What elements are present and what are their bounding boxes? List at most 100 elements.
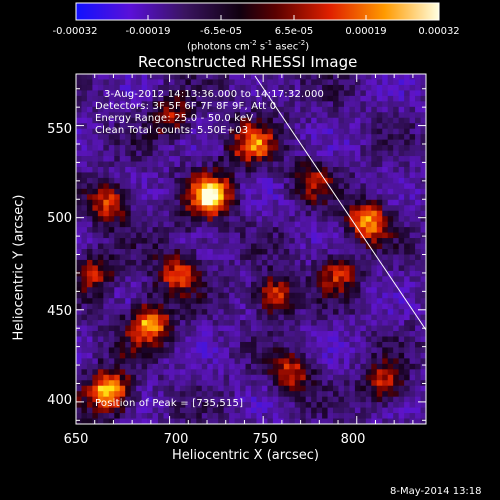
- heatmap-cell: [185, 150, 192, 157]
- heatmap-cell: [81, 265, 88, 272]
- heatmap-cell: [272, 363, 279, 370]
- heatmap-cell: [415, 276, 421, 283]
- heatmap-cell: [196, 210, 203, 217]
- heatmap-cell: [207, 139, 214, 146]
- heatmap-cell: [311, 134, 318, 141]
- heatmap-cell: [327, 292, 334, 299]
- heatmap-cell: [409, 325, 416, 332]
- heatmap-cell: [218, 210, 225, 217]
- heatmap-cell: [382, 183, 389, 190]
- heatmap-cell: [305, 287, 312, 294]
- heatmap-cell: [229, 347, 235, 354]
- heatmap-cell: [343, 156, 350, 162]
- heatmap-cell: [311, 106, 318, 113]
- heatmap-cell: [190, 276, 197, 283]
- heatmap-cell: [92, 352, 99, 359]
- heatmap-cell: [338, 205, 345, 212]
- heatmap-cell: [201, 101, 208, 108]
- heatmap-cell: [289, 227, 296, 233]
- heatmap-cell: [119, 391, 126, 398]
- heatmap-cell: [420, 374, 426, 381]
- heatmap-cell: [81, 205, 88, 212]
- heatmap-cell: [371, 298, 378, 305]
- heatmap-cell: [158, 216, 164, 223]
- heatmap-cell: [114, 128, 121, 135]
- heatmap-cell: [218, 123, 225, 130]
- heatmap-cell: [371, 139, 378, 146]
- heatmap-cell: [289, 402, 296, 408]
- heatmap-cell: [294, 254, 301, 261]
- heatmap-cell: [196, 79, 203, 86]
- heatmap-cell: [207, 123, 214, 130]
- heatmap-cell: [207, 303, 214, 310]
- heatmap-cell: [152, 161, 159, 168]
- heatmap-cell: [212, 249, 219, 255]
- heatmap-cell: [185, 95, 192, 102]
- heatmap-cell: [97, 254, 104, 261]
- heatmap-cell: [251, 194, 257, 201]
- heatmap-cell: [415, 177, 421, 184]
- heatmap-cell: [365, 117, 372, 124]
- heatmap-cell: [212, 298, 219, 305]
- heatmap-cell: [223, 259, 230, 266]
- heatmap-cell: [130, 84, 137, 91]
- heatmap-cell: [376, 166, 383, 173]
- heatmap-cell: [393, 341, 400, 348]
- heatmap-cell: [76, 303, 82, 310]
- heatmap-cell: [272, 161, 279, 168]
- heatmap-cell: [409, 358, 416, 365]
- heatmap-cell: [218, 320, 225, 326]
- heatmap-cell: [212, 352, 219, 359]
- heatmap-cell: [245, 161, 252, 168]
- heatmap-cell: [343, 216, 350, 223]
- heatmap-cell: [86, 402, 93, 408]
- heatmap-cell: [415, 112, 421, 119]
- heatmap-cell: [267, 238, 274, 244]
- heatmap-cell: [349, 341, 356, 348]
- heatmap-cell: [360, 79, 367, 86]
- heatmap-cell: [322, 336, 328, 343]
- heatmap-cell: [218, 385, 225, 392]
- heatmap-cell: [86, 139, 93, 146]
- heatmap-cell: [152, 117, 159, 124]
- heatmap-cell: [311, 139, 318, 146]
- heatmap-cell: [272, 221, 279, 228]
- heatmap-cell: [354, 380, 361, 387]
- heatmap-cell: [168, 303, 175, 310]
- heatmap-cell: [125, 183, 132, 190]
- heatmap-cell: [179, 320, 186, 326]
- heatmap-cell: [136, 418, 143, 424]
- heatmap-cell: [420, 238, 426, 244]
- heatmap-cell: [305, 281, 312, 288]
- heatmap-cell: [97, 90, 104, 97]
- heatmap-cell: [333, 117, 339, 124]
- heatmap-cell: [196, 374, 203, 381]
- heatmap-cell: [201, 172, 208, 179]
- heatmap-cell: [278, 210, 285, 217]
- heatmap-cell: [300, 265, 307, 272]
- heatmap-cell: [360, 210, 367, 217]
- heatmap-cell: [393, 90, 400, 97]
- plot-frame: [75, 73, 427, 425]
- heatmap-cell: [218, 418, 225, 424]
- heatmap-cell: [354, 156, 361, 162]
- heatmap-cell: [349, 172, 356, 179]
- heatmap-cell: [420, 413, 426, 419]
- heatmap-cell: [81, 128, 88, 135]
- heatmap-cell: [212, 380, 219, 387]
- heatmap-cell: [196, 117, 203, 124]
- heatmap-cell: [343, 232, 350, 239]
- heatmap-cell: [343, 117, 350, 124]
- heatmap-cell: [311, 298, 318, 305]
- heatmap-cell: [108, 216, 115, 223]
- heatmap-cell: [92, 183, 99, 190]
- heatmap-cell: [365, 177, 372, 184]
- heatmap-cell: [136, 210, 143, 217]
- heatmap-cell: [179, 112, 186, 119]
- heatmap-cell: [81, 106, 88, 113]
- heatmap-cell: [387, 352, 394, 359]
- heatmap-cell: [294, 418, 301, 424]
- heatmap-cell: [76, 150, 82, 157]
- heatmap-cell: [147, 281, 153, 288]
- heatmap-cell: [360, 238, 367, 244]
